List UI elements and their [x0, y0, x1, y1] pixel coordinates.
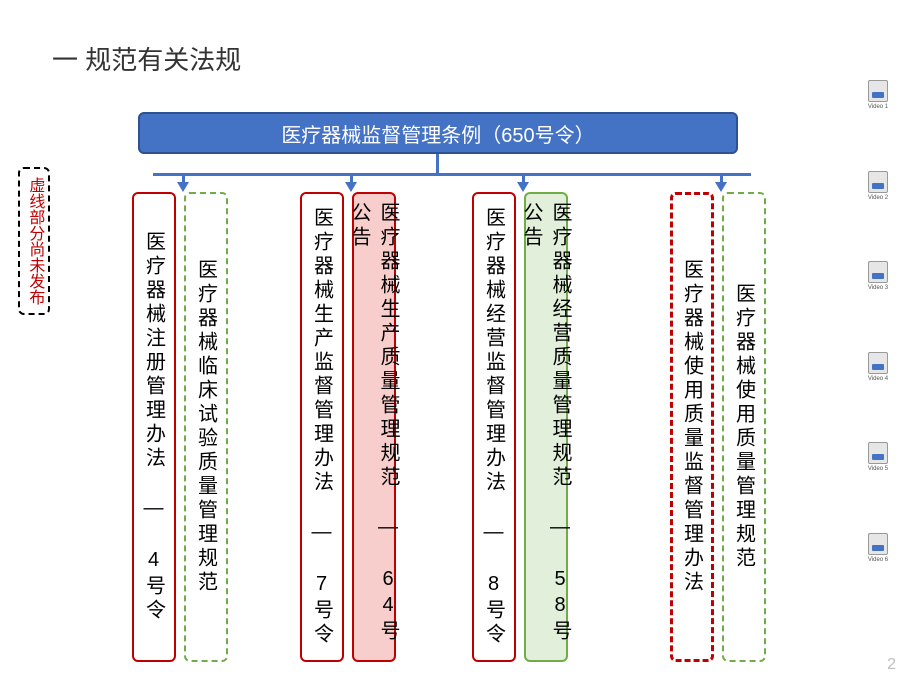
arrow-1: [177, 182, 189, 192]
child-box-2a: 医疗器械生产监督管理办法 — 7号令: [300, 192, 344, 662]
video-icon: [868, 80, 888, 102]
page-title: 一 规范有关法规: [52, 40, 241, 77]
child-box-1a: 医疗器械注册管理办法 — 4号令: [132, 192, 176, 662]
side-icon-6: Video 6: [848, 533, 908, 564]
side-icon-label-2: Video 2: [868, 195, 888, 202]
side-icon-label-5: Video 5: [868, 466, 888, 473]
side-icon-label-1: Video 1: [868, 104, 888, 111]
child-box-2b: 医疗器械生产质量管理规范 — 64号公告: [352, 192, 396, 662]
video-icon: [868, 352, 888, 374]
child-box-4a: 医疗器械使用质量监督管理办法: [670, 192, 714, 662]
child-box-4b: 医疗器械使用质量管理规范: [722, 192, 766, 662]
sidebar-icons: Video 1 Video 2 Video 3 Video 4 Video 5 …: [848, 80, 908, 564]
video-icon: [868, 442, 888, 464]
video-icon: [868, 171, 888, 193]
page-number: 2: [887, 656, 896, 674]
video-icon: [868, 533, 888, 555]
child-box-1b: 医疗器械临床试验质量管理规范: [184, 192, 228, 662]
side-icon-3: Video 3: [848, 261, 908, 292]
video-icon: [868, 261, 888, 283]
side-icon-label-3: Video 3: [868, 285, 888, 292]
side-icon-2: Video 2: [848, 171, 908, 202]
child-box-3a: 医疗器械经营监督管理办法 — 8号令: [472, 192, 516, 662]
legend-note: 虚线部分尚未发布: [18, 167, 50, 315]
arrow-2: [345, 182, 357, 192]
side-icon-4: Video 4: [848, 352, 908, 383]
connector-root-down: [436, 154, 439, 174]
connector-hbar: [153, 173, 751, 176]
side-icon-1: Video 1: [848, 80, 908, 111]
child-box-3b: 医疗器械经营质量管理规范 — 58号公告: [524, 192, 568, 662]
side-icon-label-4: Video 4: [868, 376, 888, 383]
arrow-4: [715, 182, 727, 192]
side-icon-label-6: Video 6: [868, 557, 888, 564]
side-icon-5: Video 5: [848, 442, 908, 473]
arrow-3: [517, 182, 529, 192]
root-node: 医疗器械监督管理条例（650号令）: [138, 112, 738, 154]
